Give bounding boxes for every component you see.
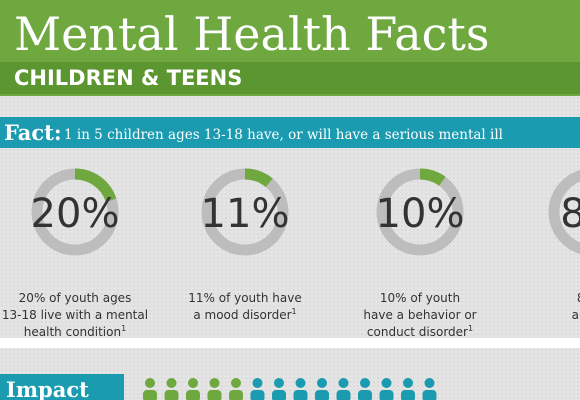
person-head (381, 378, 392, 388)
person-head (295, 378, 306, 388)
caption-line: 8% o (577, 291, 580, 305)
person-head (231, 378, 241, 388)
donut-arc (419, 168, 446, 186)
person-body (358, 390, 372, 400)
person-body (229, 390, 243, 400)
stat-caption: 20% of youth ages (19, 291, 132, 305)
caption-line: 13-18 live with a mental (2, 308, 148, 322)
caption-line: an anx (572, 308, 580, 322)
impact-label: Impact (6, 377, 89, 400)
title: Mental Health Facts (14, 7, 489, 61)
stat-caption: conduct disorder1 (367, 324, 473, 339)
stat-number: 10% (376, 191, 465, 237)
person-body (143, 390, 157, 400)
stat-number: 20% (31, 191, 120, 237)
caption-line: health condition (24, 325, 121, 339)
person-body (164, 390, 179, 400)
person-head (317, 378, 327, 388)
fact-label: Fact: (4, 120, 62, 145)
stat-caption: an anx (572, 308, 580, 322)
impact-box (0, 374, 124, 400)
subtitle-bg (0, 62, 580, 94)
person-body (272, 390, 286, 400)
caption-line: 20% of youth ages (19, 291, 132, 305)
donut-ring (548, 170, 580, 254)
stats: 20% 20% of youth ages 13-18 live with a me… (2, 168, 580, 339)
person-body (315, 390, 329, 400)
person-body (186, 390, 200, 400)
stat-caption: 8% o (577, 291, 580, 305)
stat-caption: health condition1 (24, 324, 126, 339)
person-head (274, 378, 284, 388)
person-body (336, 390, 351, 400)
stat-number: 8% (560, 191, 580, 237)
donut-arc (244, 168, 273, 188)
footnote: 1 (292, 307, 297, 316)
person-head (360, 378, 370, 388)
caption-line: 10% of youth (380, 291, 460, 305)
people-icons (143, 378, 437, 400)
caption-line: have a behavior or (363, 308, 476, 322)
caption-line: a mood disorder (193, 308, 291, 322)
caption-line: conduct disorder (367, 325, 468, 339)
divider (0, 338, 580, 348)
person-head (209, 378, 220, 388)
stat-caption: a mood disorder1 (193, 307, 296, 322)
person-body (379, 390, 394, 400)
fact-bar (0, 117, 580, 148)
person-body (207, 390, 222, 400)
stat-caption: 10% of youth (380, 291, 460, 305)
person-body (250, 390, 265, 400)
person-head (166, 378, 177, 388)
person-head (145, 378, 155, 388)
subtitle: CHILDREN & TEENS (14, 66, 242, 90)
stat-number: 11% (201, 191, 290, 237)
donut-arc (74, 168, 117, 203)
person-head (403, 378, 413, 388)
footnote: 1 (468, 324, 473, 333)
person-head (338, 378, 349, 388)
footnote: 1 (121, 324, 126, 333)
caption-line: 11% of youth have (188, 291, 301, 305)
stat-caption: 11% of youth have (188, 291, 301, 305)
stat-caption: have a behavior or (363, 308, 476, 322)
person-head (188, 378, 198, 388)
fact-text: 1 in 5 children ages 13-18 have, or will… (64, 127, 503, 143)
person-head (252, 378, 263, 388)
person-head (424, 378, 435, 388)
person-body (422, 390, 437, 400)
person-body (401, 390, 415, 400)
stat-caption: 13-18 live with a mental (2, 308, 148, 322)
person-body (293, 390, 308, 400)
